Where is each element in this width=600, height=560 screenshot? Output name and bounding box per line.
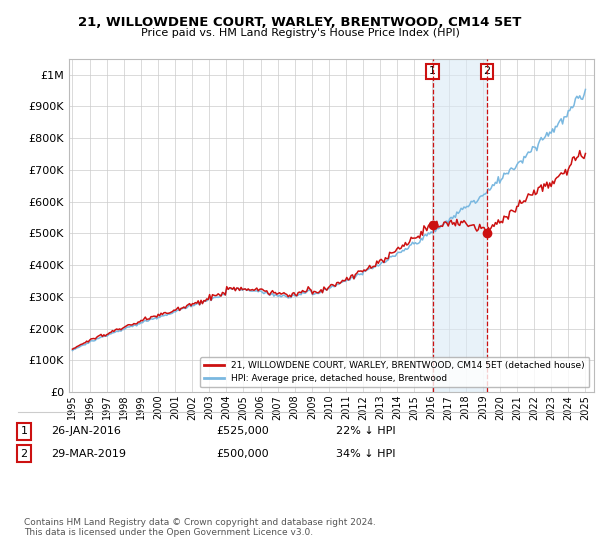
Text: 26-JAN-2016: 26-JAN-2016 [51,426,121,436]
Text: 21, WILLOWDENE COURT, WARLEY, BRENTWOOD, CM14 5ET: 21, WILLOWDENE COURT, WARLEY, BRENTWOOD,… [79,16,521,29]
Text: 29-MAR-2019: 29-MAR-2019 [51,449,126,459]
Text: 1: 1 [20,426,28,436]
Text: £500,000: £500,000 [216,449,269,459]
Text: 2: 2 [484,67,491,77]
Text: Price paid vs. HM Land Registry's House Price Index (HPI): Price paid vs. HM Land Registry's House … [140,28,460,38]
Text: 22% ↓ HPI: 22% ↓ HPI [336,426,395,436]
Legend: 21, WILLOWDENE COURT, WARLEY, BRENTWOOD, CM14 5ET (detached house), HPI: Average: 21, WILLOWDENE COURT, WARLEY, BRENTWOOD,… [200,357,589,388]
Text: 1: 1 [429,67,436,77]
Text: £525,000: £525,000 [216,426,269,436]
Text: 34% ↓ HPI: 34% ↓ HPI [336,449,395,459]
Bar [433,59,487,392]
Text: 2: 2 [20,449,28,459]
Text: Contains HM Land Registry data © Crown copyright and database right 2024.
This d: Contains HM Land Registry data © Crown c… [24,518,376,538]
